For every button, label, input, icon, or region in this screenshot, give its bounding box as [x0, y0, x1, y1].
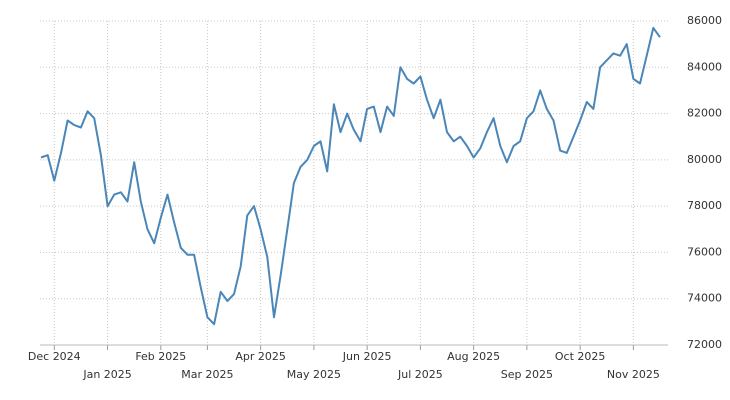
y-tick-label: 82000: [687, 107, 722, 120]
x-tick-label: Sep 2025: [501, 368, 553, 381]
x-tick-label: Jun 2025: [342, 350, 392, 363]
x-tick-label: Dec 2024: [28, 350, 81, 363]
y-tick-label: 86000: [687, 14, 722, 27]
x-tick-label: May 2025: [287, 368, 341, 381]
series-line: [40, 26, 661, 326]
x-tick-label: Jul 2025: [397, 368, 443, 381]
x-tick-label: Mar 2025: [181, 368, 233, 381]
y-tick-label: 78000: [687, 199, 722, 212]
x-tick-label: Nov 2025: [607, 368, 660, 381]
x-tick-label: Aug 2025: [447, 350, 500, 363]
y-tick-label: 84000: [687, 60, 722, 73]
y-tick-label: 76000: [687, 245, 722, 258]
x-tick-label: Apr 2025: [235, 350, 286, 363]
x-tick-label: Oct 2025: [555, 350, 606, 363]
y-tick-label: 80000: [687, 153, 722, 166]
x-tick-label: Feb 2025: [135, 350, 186, 363]
y-tick-label: 74000: [687, 292, 722, 305]
y-tick-label: 72000: [687, 338, 722, 351]
x-tick-label: Jan 2025: [82, 368, 131, 381]
